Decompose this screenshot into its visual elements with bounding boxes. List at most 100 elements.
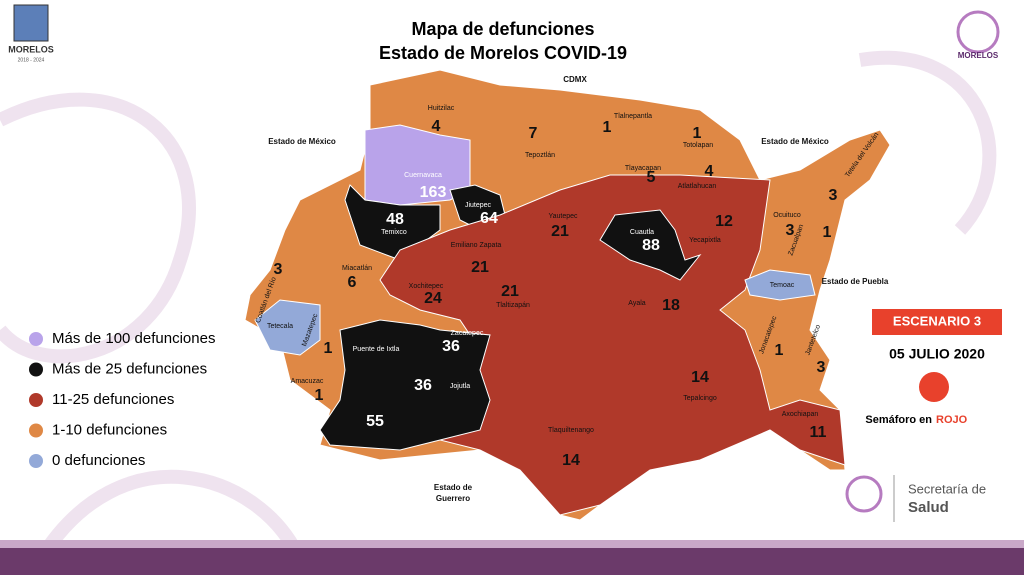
shield <box>13 4 49 42</box>
footer-stripe <box>0 540 1024 548</box>
logo-text: MORELOS <box>958 51 999 60</box>
legend-label: Más de 100 defunciones <box>52 330 215 347</box>
death-count: 1 <box>775 342 784 359</box>
right-logo: MORELOS <box>956 10 1000 60</box>
municipality-name: Tlalnepantla <box>614 113 652 120</box>
municipality-region <box>744 269 816 301</box>
neighbors: CDMX Estado de México Estado de México Esta… <box>268 75 889 503</box>
municipality-name: Xochitepec <box>409 283 444 290</box>
municipality-region <box>319 319 491 451</box>
scenario-label: ESCENARIO 3 <box>893 313 981 328</box>
death-count: 3 <box>829 187 838 204</box>
traffic-light <box>919 372 949 402</box>
footer-logo: Secretaría de Salud <box>845 475 986 522</box>
death-count: 21 <box>471 259 489 276</box>
flower <box>845 475 883 513</box>
municipality-name: Jiutepec <box>465 202 492 209</box>
death-count: 88 <box>642 237 660 254</box>
neighbor-label: Estado de México <box>268 137 336 146</box>
death-count: 163 <box>420 184 447 201</box>
death-count: 36 <box>442 338 460 355</box>
death-count: 6 <box>348 274 357 291</box>
footer-line2: Salud <box>908 499 949 516</box>
death-count: 12 <box>715 213 733 230</box>
municipality-name: Axochiapan <box>782 411 819 418</box>
municipality-name: Atlatlahucan <box>678 183 717 190</box>
logo-years: 2018 - 2024 <box>18 57 45 63</box>
municipality-name: Tlaltizapán <box>496 302 530 309</box>
legend-swatch <box>29 454 43 468</box>
legend-swatch <box>29 332 43 346</box>
municipality-name: Amacuzac <box>291 378 324 385</box>
legend-label: 11-25 defunciones <box>52 391 174 408</box>
municipality-name: Puente de Ixtla <box>353 346 400 353</box>
municipality-name: Miacatlán <box>342 265 372 272</box>
death-count: 14 <box>562 452 580 469</box>
death-count: 1 <box>693 125 702 142</box>
death-count: 14 <box>691 369 709 386</box>
death-count: 64 <box>480 210 498 227</box>
municipality-name: Jojutla <box>450 383 470 390</box>
death-count: 36 <box>414 377 432 394</box>
light-color: ROJO <box>936 414 968 426</box>
municipality-name: Zacatepec <box>451 330 484 337</box>
municipality-name: Tepoztlán <box>525 152 555 159</box>
scenario-date: 05 JULIO 2020 <box>889 346 985 362</box>
legend: Más de 100 defunciones Más de 25 defuncio… <box>29 330 215 469</box>
legend-swatch <box>29 393 43 407</box>
municipality-region <box>254 299 321 356</box>
municipality-name: Huitzilac <box>428 105 455 112</box>
subtitle: Estado de Morelos COVID-19 <box>379 43 627 63</box>
municipality-name: Totolapan <box>683 142 713 149</box>
legend-swatch <box>29 362 43 377</box>
municipality-name: Cuautla <box>630 229 654 236</box>
municipality-name: Tetecala <box>267 323 293 330</box>
death-count: 1 <box>315 387 324 404</box>
municipality-name: Ayala <box>628 300 645 307</box>
footer-line1: Secretaría de <box>908 481 986 496</box>
municipality-name: Tlaquiltenango <box>548 427 594 434</box>
death-count: 55 <box>366 413 384 430</box>
flower <box>956 10 1000 54</box>
municipality-name: Yecapixtla <box>689 237 721 244</box>
municipality-name: Yautepec <box>548 213 578 220</box>
title: Mapa de defunciones <box>411 19 594 39</box>
municipality-name: Temoac <box>770 282 795 289</box>
neighbor-label: CDMX <box>563 75 587 84</box>
municipality-name: Emiliano Zapata <box>451 242 502 249</box>
death-count: 3 <box>274 261 283 278</box>
death-count: 11 <box>810 424 827 441</box>
municipality-name: Tlayacapan <box>625 165 661 172</box>
death-count: 5 <box>647 169 656 186</box>
neighbor-label: Estado de México <box>761 137 829 146</box>
death-count: 3 <box>786 222 795 239</box>
death-count: 3 <box>817 359 826 376</box>
death-count: 7 <box>529 125 538 142</box>
death-count: 48 <box>386 211 404 228</box>
death-count: 1 <box>324 340 333 357</box>
background-swirls <box>0 50 997 564</box>
footer-bar <box>0 548 1024 575</box>
scenario-box <box>872 309 1002 335</box>
death-count: 18 <box>662 297 680 314</box>
legend-label: Más de 25 defunciones <box>52 360 207 377</box>
municipality-name: Ocuituco <box>773 212 801 219</box>
municipality-region <box>599 209 702 281</box>
neighbor-label: Estado de Puebla <box>822 277 889 286</box>
death-count: 24 <box>424 290 442 307</box>
death-count: 1 <box>603 119 612 136</box>
logo-text: MORELOS <box>8 44 54 54</box>
municipality-name: Cuernavaca <box>404 172 442 179</box>
legend-label: 0 defunciones <box>52 452 145 469</box>
scenario: ESCENARIO 3 05 JULIO 2020 Semáforo en RO… <box>865 309 1002 426</box>
death-count: 1 <box>823 224 832 241</box>
death-count: 4 <box>705 163 714 180</box>
municipality-name: Temixco <box>381 229 407 236</box>
death-count: 21 <box>501 283 519 300</box>
municipality-region <box>379 174 846 516</box>
left-logo: MORELOS 2018 - 2024 <box>8 4 54 63</box>
light-prefix: Semáforo en <box>865 414 932 426</box>
neighbor-label: Estado de <box>434 483 473 492</box>
legend-label: 1-10 defunciones <box>52 421 167 438</box>
